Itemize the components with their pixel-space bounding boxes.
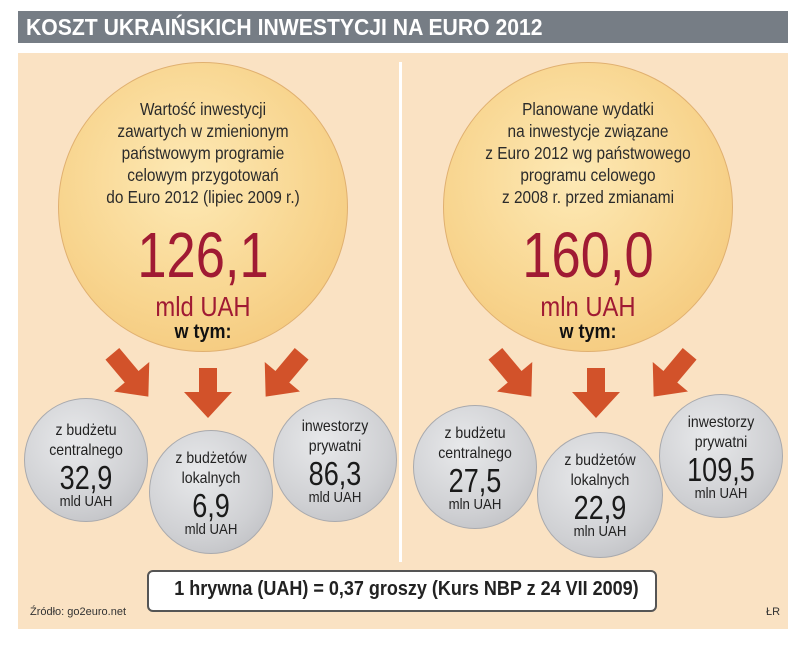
component-value: 32,9 [59, 459, 113, 496]
exchange-rate-note: 1 hrywna (UAH) = 0,37 groszy (Kurs NBP z… [147, 570, 657, 612]
arrow-down-left-icon [105, 347, 150, 397]
total-unit-left: mld UAH [155, 291, 251, 322]
component-circle-right-central: z budżetu centralnego 27,5 mln UAH [413, 405, 537, 529]
arrow-down-icon [184, 368, 232, 418]
component-value: 86,3 [308, 455, 362, 492]
component-label: z budżetów lokalnych [175, 450, 247, 487]
total-value-right: 160,0 [522, 219, 654, 291]
component-value: 109,5 [687, 451, 755, 488]
component-unit: mld UAH [308, 489, 362, 506]
title-bar: KOSZT UKRAIŃSKICH INWESTYCJI NA EURO 201… [18, 11, 788, 43]
component-circle-right-private: inwestorzy prywatni 109,5 mln UAH [659, 394, 783, 518]
panel-divider [399, 62, 402, 562]
component-unit: mld UAH [184, 521, 238, 538]
component-label: inwestorzy prywatni [301, 418, 369, 455]
component-unit: mln UAH [694, 485, 748, 502]
total-circle-right: Planowane wydatki na inwestycje związane… [443, 62, 733, 352]
source-credit: Źródło: go2euro.net [30, 606, 127, 618]
arrow-down-left-icon [488, 347, 533, 397]
total-unit-right: mln UAH [540, 291, 636, 322]
arrow-down-right-icon [652, 347, 697, 397]
component-circle-left-central: z budżetu centralnego 32,9 mld UAH [24, 398, 148, 522]
component-circle-left-local: z budżetów lokalnych 6,9 mld UAH [149, 430, 273, 554]
component-unit: mln UAH [448, 496, 502, 513]
total-value-left: 126,1 [137, 219, 269, 291]
page-title: KOSZT UKRAIŃSKICH INWESTYCJI NA EURO 201… [26, 14, 543, 40]
component-label: z budżetów lokalnych [564, 452, 636, 489]
component-unit: mln UAH [573, 523, 627, 540]
exchange-rate-text: 1 hrywna (UAH) = 0,37 groszy (Kurs NBP z… [174, 578, 639, 600]
arrow-down-right-icon [264, 347, 309, 397]
total-circle-left: Wartość inwestycji zawartych w zmieniony… [58, 62, 348, 352]
component-value: 22,9 [573, 489, 627, 526]
component-circle-left-private: inwestorzy prywatni 86,3 mld UAH [273, 398, 397, 522]
author-credit: ŁR [766, 606, 781, 618]
component-value: 27,5 [448, 462, 502, 499]
total-description-left: Wartość inwestycji zawartych w zmieniony… [106, 99, 300, 207]
breakdown-label-right: w tym: [559, 321, 617, 343]
component-value: 6,9 [192, 487, 230, 524]
component-label: inwestorzy prywatni [687, 414, 755, 451]
component-label: z budżetu centralnego [438, 425, 512, 462]
component-label: z budżetu centralnego [49, 422, 123, 459]
arrow-down-icon [572, 368, 620, 418]
total-description-right: Planowane wydatki na inwestycje związane… [485, 99, 691, 207]
breakdown-label-left: w tym: [174, 321, 232, 343]
component-unit: mld UAH [59, 493, 113, 510]
component-circle-right-local: z budżetów lokalnych 22,9 mln UAH [537, 432, 663, 558]
